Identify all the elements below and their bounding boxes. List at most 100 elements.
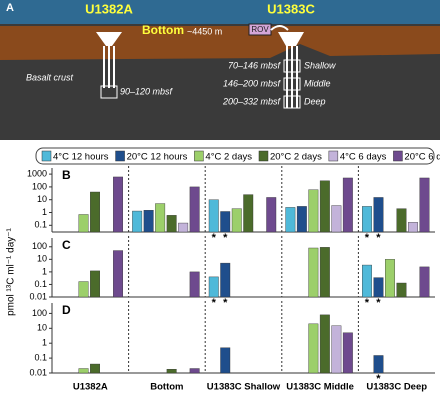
significance-star: * <box>223 232 228 244</box>
legend-label: 4°C 12 hours <box>53 152 109 163</box>
x-tick-label: U1383C Shallow <box>207 382 281 393</box>
significance-star: * <box>365 232 370 244</box>
diagram-label: 70–146 mbsf <box>228 60 282 70</box>
bar <box>155 203 166 233</box>
diagram-label: Middle <box>304 78 331 88</box>
bar <box>396 208 407 233</box>
diagram-label: ROV <box>251 25 269 34</box>
bar <box>373 355 384 374</box>
diagram-label: 146–200 mbsf <box>223 78 282 88</box>
panel-label: B <box>62 168 71 182</box>
bar <box>132 210 143 233</box>
bar <box>208 276 219 298</box>
y-tick-label: 0.1 <box>34 220 47 230</box>
legend-label: 20°C 12 hours <box>127 152 188 163</box>
bar <box>189 271 200 298</box>
bar <box>90 191 101 233</box>
bar <box>362 206 372 233</box>
drill-rig <box>96 32 122 46</box>
diagram-label: 200–332 mbsf <box>222 96 282 106</box>
bar <box>285 207 296 233</box>
diagram-label: U1382A <box>85 1 133 16</box>
bar <box>331 325 342 374</box>
bar <box>231 208 242 233</box>
y-tick-label: 100 <box>32 181 47 191</box>
y-tick-label: 0.01 <box>29 367 47 377</box>
bar <box>373 197 384 233</box>
bar <box>319 314 330 374</box>
diagram <box>0 0 440 140</box>
diagram-label: Basalt crust <box>26 72 74 82</box>
legend-swatch <box>41 150 52 162</box>
diagram-label: U1383C <box>267 1 315 16</box>
x-tick-label: U1382A <box>73 382 108 393</box>
y-tick-label: 0.01 <box>29 291 47 301</box>
bar <box>308 323 319 374</box>
bar <box>243 194 254 233</box>
sample-markers <box>100 59 301 109</box>
boreholes <box>103 46 298 108</box>
legend-swatch <box>115 150 125 162</box>
bar <box>178 222 189 233</box>
bar <box>342 177 353 233</box>
diagram-label: Bottom <box>142 23 184 37</box>
diagram-label: Shallow <box>304 60 336 70</box>
bar <box>113 176 124 233</box>
diagram-label: 90–120 mbsf <box>120 86 174 96</box>
bar <box>189 186 200 233</box>
bar <box>296 206 307 233</box>
y-tick-label: 0.1 <box>34 279 47 289</box>
legend-label: 20°C 2 days <box>270 152 322 163</box>
significance-star: * <box>212 232 217 244</box>
bar <box>78 368 89 374</box>
bar <box>78 281 89 298</box>
significance-star: * <box>376 373 381 385</box>
legend-swatch <box>328 150 339 162</box>
y-tick-label: 100 <box>32 241 47 251</box>
bar <box>342 332 353 374</box>
drill-rig <box>278 32 304 46</box>
y-tick-label: 1 <box>42 338 47 348</box>
legend-swatch <box>258 150 269 162</box>
bar <box>373 277 384 298</box>
bar <box>319 180 330 233</box>
bar <box>266 197 277 233</box>
sea <box>0 0 440 24</box>
panel-label: C <box>62 238 71 252</box>
y-axis-label: pmol ¹³C ml⁻¹ day⁻¹ <box>6 227 17 315</box>
bar <box>143 210 154 233</box>
y-tick-label: 100 <box>32 308 47 318</box>
y-tick-label: 10 <box>37 254 47 264</box>
rov-cable <box>270 25 289 31</box>
significance-star: * <box>365 297 370 309</box>
bar <box>362 264 372 298</box>
significance-star: * <box>223 297 228 309</box>
y-tick-label: 1000 <box>27 168 47 178</box>
bar <box>78 214 89 233</box>
legend-label: 4°C 2 days <box>205 152 252 163</box>
significance-star: * <box>376 232 381 244</box>
bar <box>408 222 418 233</box>
bar <box>419 177 430 233</box>
bar <box>331 205 342 233</box>
bar <box>113 250 124 298</box>
significance-star: * <box>212 297 217 309</box>
bar <box>90 270 101 298</box>
legend-swatch <box>393 150 403 162</box>
y-tick-label: 0.1 <box>34 352 47 362</box>
bar <box>385 259 395 298</box>
x-tick-label: Bottom <box>150 382 183 393</box>
bar <box>396 282 407 298</box>
bar <box>220 262 231 298</box>
bar <box>220 211 231 233</box>
bar <box>220 347 231 374</box>
legend-swatch <box>194 150 204 162</box>
bar <box>189 368 200 374</box>
y-tick-label: 10 <box>37 323 47 333</box>
bar <box>308 247 319 298</box>
diagram-label: A <box>6 2 14 14</box>
bar <box>319 247 330 298</box>
bar <box>166 215 177 233</box>
panel-label: D <box>62 303 71 317</box>
